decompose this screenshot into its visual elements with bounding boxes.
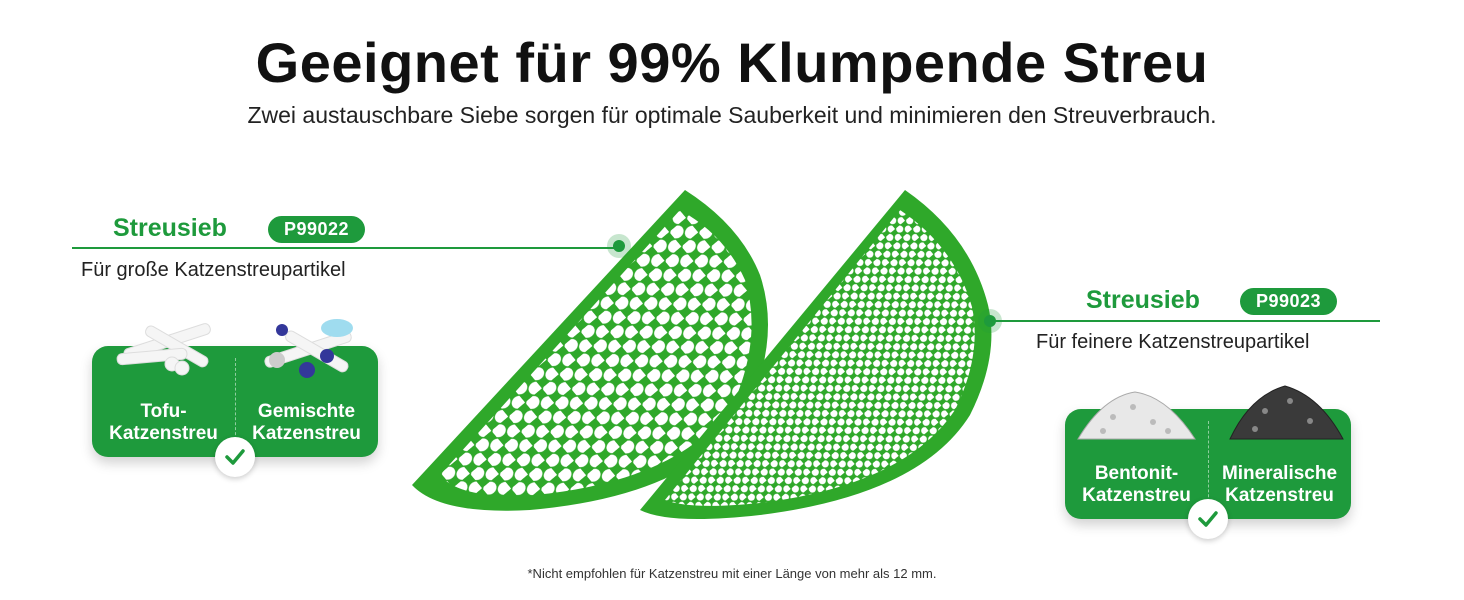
page-subtitle: Zwei austauschbare Siebe sorgen für opti… bbox=[247, 102, 1217, 128]
tofu-litter-label: Tofu- Katzenstreu bbox=[109, 401, 218, 444]
left-sieve-badge: P99022 bbox=[268, 216, 366, 243]
page-title: Geeignet für 99% Klumpende Streu bbox=[255, 31, 1209, 94]
card-divider bbox=[1208, 421, 1209, 507]
right-litter-card: Bentonit- Katzenstreu Mineralische Katzens… bbox=[1065, 385, 1351, 539]
check-icon bbox=[1188, 499, 1228, 539]
footnote: *Nicht empfohlen für Katzenstreu mit ein… bbox=[527, 566, 937, 581]
sieve-large-holes bbox=[412, 190, 768, 511]
left-sieve-description: Für große Katzenstreupartikel bbox=[81, 259, 346, 281]
mixed-litter-label: Gemischte Katzenstreu bbox=[252, 401, 361, 444]
left-callout-line bbox=[72, 247, 617, 249]
right-callout-line bbox=[990, 320, 1380, 322]
left-sieve-label: Streusieb bbox=[113, 214, 227, 242]
mineral-litter-image bbox=[1229, 385, 1344, 440]
mixed-litter-image bbox=[264, 319, 353, 378]
callout-dot-left bbox=[613, 240, 625, 252]
check-icon bbox=[215, 437, 255, 477]
bentonite-litter-image bbox=[1077, 391, 1196, 440]
right-sieve-label: Streusieb bbox=[1086, 286, 1200, 314]
card-divider bbox=[235, 358, 236, 445]
sieve-illustration bbox=[412, 190, 992, 519]
mineral-litter-label: Mineralische Katzenstreu bbox=[1221, 463, 1338, 506]
right-sieve-badge: P99023 bbox=[1240, 288, 1338, 315]
sieve-small-holes bbox=[640, 190, 992, 519]
bentonite-litter-label: Bentonit- Katzenstreu bbox=[1082, 463, 1191, 506]
tofu-litter-image bbox=[116, 323, 211, 376]
left-litter-card: Tofu- Katzenstreu Gemischte Katzenstreu bbox=[92, 319, 378, 477]
right-sieve-description: Für feinere Katzenstreupartikel bbox=[1036, 331, 1310, 353]
